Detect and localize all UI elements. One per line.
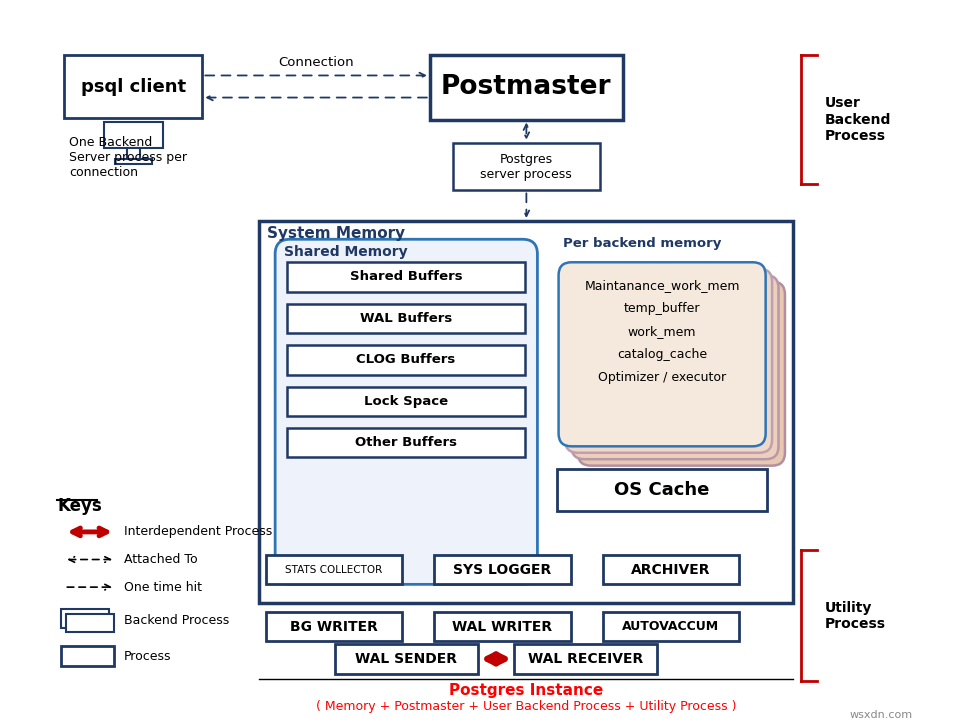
FancyBboxPatch shape [565,269,772,453]
Bar [603,612,739,641]
Bar [287,345,524,374]
Text: Postgres
server process: Postgres server process [481,153,573,180]
Text: User
Backend
Process: User Backend Process [825,97,891,142]
Bar [260,221,794,603]
Text: wsxdn.com: wsxdn.com [850,710,913,720]
Text: Backend Process: Backend Process [124,614,230,627]
Text: temp_buffer: temp_buffer [624,302,701,315]
Bar [287,428,524,457]
Bar [61,646,114,666]
Bar [434,555,571,585]
Text: STATS COLLECTOR: STATS COLLECTOR [286,565,383,574]
Bar [64,55,203,118]
Text: ( Memory + Postmaster + User Backend Process + Utility Process ): ( Memory + Postmaster + User Backend Pro… [316,700,736,713]
Text: WAL SENDER: WAL SENDER [356,652,457,666]
Bar [429,55,623,120]
FancyBboxPatch shape [578,281,785,466]
Bar [603,555,739,585]
Text: catalog_cache: catalog_cache [617,348,707,361]
Bar [66,614,114,632]
Bar [104,122,163,148]
Text: SYS LOGGER: SYS LOGGER [453,563,551,577]
Text: Other Buffers: Other Buffers [355,436,456,449]
Bar [266,612,402,641]
Text: WAL Buffers: WAL Buffers [359,312,452,325]
Text: CLOG Buffers: CLOG Buffers [357,353,455,366]
Text: Interdependent Process: Interdependent Process [124,526,272,539]
Bar [127,148,140,159]
Text: OS Cache: OS Cache [614,481,709,499]
FancyBboxPatch shape [572,275,778,459]
Text: One time hit: One time hit [124,581,203,594]
Text: System Memory: System Memory [266,226,405,241]
Text: Per backend memory: Per backend memory [563,238,722,250]
Text: Shared Memory: Shared Memory [284,245,408,259]
Bar [266,555,402,585]
Text: work_mem: work_mem [628,325,697,338]
Text: One Backend
Server process per
connection: One Backend Server process per connectio… [69,136,187,179]
Bar [434,612,571,641]
Text: Shared Buffers: Shared Buffers [350,270,462,284]
Text: Maintanance_work_mem: Maintanance_work_mem [584,278,740,292]
Text: BG WRITER: BG WRITER [290,619,378,634]
Text: AUTOVACCUM: AUTOVACCUM [622,620,719,633]
Text: Utility
Process: Utility Process [825,601,886,631]
Text: Postmaster: Postmaster [441,74,611,100]
Bar [287,387,524,416]
Text: WAL WRITER: WAL WRITER [453,619,552,634]
Text: Postgres Instance: Postgres Instance [450,683,604,698]
Bar [287,262,524,292]
Text: Optimizer / executor: Optimizer / executor [598,371,726,384]
Bar [115,159,152,164]
Text: Lock Space: Lock Space [363,395,448,408]
FancyBboxPatch shape [275,239,538,585]
Text: Attached To: Attached To [124,553,198,566]
Text: ARCHIVER: ARCHIVER [631,563,710,577]
Text: Connection: Connection [278,56,354,69]
Bar [61,609,109,627]
Text: psql client: psql client [80,78,186,95]
Bar [557,470,766,511]
Text: Process: Process [124,650,172,662]
Text: WAL RECEIVER: WAL RECEIVER [528,652,643,666]
Bar [515,644,657,674]
Text: Keys: Keys [57,497,102,515]
Bar [335,644,478,674]
Bar [453,142,600,190]
Bar [287,304,524,333]
FancyBboxPatch shape [558,262,766,446]
